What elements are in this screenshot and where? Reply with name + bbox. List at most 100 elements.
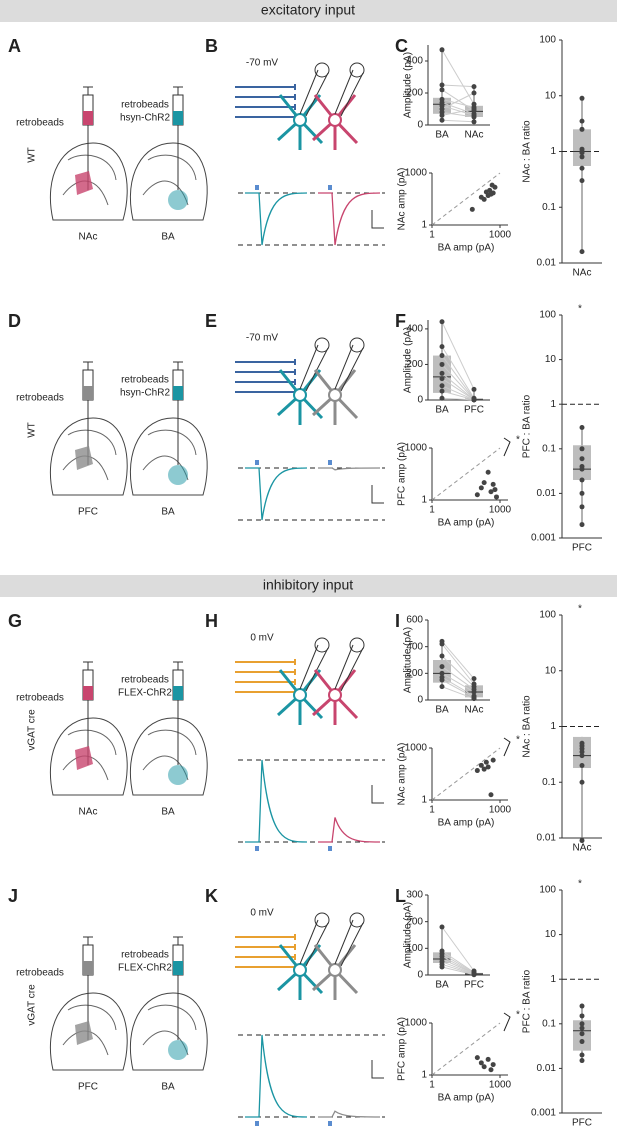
point xyxy=(481,1064,487,1070)
category-label: PFC xyxy=(464,405,484,416)
injection-site xyxy=(168,765,188,785)
pair-line xyxy=(441,679,475,698)
y-axis-label: PFC amp (pA) xyxy=(397,1017,408,1081)
trace xyxy=(245,759,308,843)
injection-label: retrobeads xyxy=(16,393,64,404)
point xyxy=(492,184,498,190)
stimulus xyxy=(255,1121,259,1126)
panel-letter: F xyxy=(395,311,406,331)
y-tick-label: 0.001 xyxy=(531,533,556,544)
point xyxy=(488,1067,494,1073)
injection-site xyxy=(75,171,93,195)
stimulus xyxy=(328,460,332,465)
point xyxy=(485,469,491,475)
y-tick-label: 10 xyxy=(545,929,557,940)
point xyxy=(579,126,585,132)
point xyxy=(579,1013,585,1019)
point xyxy=(490,1062,496,1068)
point xyxy=(493,494,499,500)
soma xyxy=(328,963,342,977)
pipette-tip xyxy=(314,337,330,353)
category-label: NAc xyxy=(465,705,484,716)
stimulus xyxy=(255,185,259,190)
panel-letter: B xyxy=(205,36,218,56)
stimulus xyxy=(328,846,332,851)
trace xyxy=(245,1034,308,1118)
point xyxy=(474,768,480,774)
pipette-tip xyxy=(314,637,330,653)
y-axis-label: Amplitude (pA) xyxy=(403,52,414,118)
y-tick-label: 1 xyxy=(421,1070,427,1081)
pipette xyxy=(299,644,329,692)
point xyxy=(579,490,585,496)
barrel-fill xyxy=(173,386,183,400)
point xyxy=(579,762,585,768)
injection-site xyxy=(75,746,93,770)
point xyxy=(474,492,480,498)
region-label: BA xyxy=(161,232,175,243)
y-axis-label: NAc : BA ratio xyxy=(522,695,533,758)
barrel-fill xyxy=(83,111,93,125)
injection-label: hsyn-ChR2 xyxy=(120,113,170,124)
category-label: PFC xyxy=(464,980,484,991)
y-tick-label: 0 xyxy=(417,120,423,131)
point xyxy=(490,757,496,763)
pair-line xyxy=(441,119,475,123)
point xyxy=(579,150,585,156)
y-axis-label: NAc amp (pA) xyxy=(397,743,408,806)
unity-line xyxy=(431,447,501,501)
category-label: BA xyxy=(435,130,449,141)
category-label: NAc xyxy=(465,130,484,141)
panel-letter: J xyxy=(8,886,18,906)
point xyxy=(579,446,585,452)
y-tick-label: 1 xyxy=(550,974,556,985)
point xyxy=(471,84,477,90)
y-tick-label: 600 xyxy=(406,615,423,626)
x-tick-label: 1000 xyxy=(489,230,512,241)
point xyxy=(579,1052,585,1058)
point xyxy=(579,425,585,431)
point xyxy=(487,187,493,193)
pair-line xyxy=(441,950,475,973)
pair-line xyxy=(441,966,475,976)
point xyxy=(579,779,585,785)
point xyxy=(439,964,445,970)
soma xyxy=(328,688,342,702)
pair-line xyxy=(441,641,475,679)
y-tick-label: 100 xyxy=(539,310,556,321)
point xyxy=(471,676,477,682)
y-tick-label: 200 xyxy=(406,359,423,370)
panel-letter: E xyxy=(205,311,217,331)
panel-letter: L xyxy=(395,886,406,906)
region-label: NAc xyxy=(79,807,98,818)
point xyxy=(439,353,445,359)
point xyxy=(579,1039,585,1045)
point xyxy=(579,466,585,472)
y-tick-label: 1 xyxy=(550,721,556,732)
category-label: NAc xyxy=(573,268,592,279)
injection-label: retrobeads xyxy=(16,118,64,129)
y-axis-label: Amplitude (pA) xyxy=(403,627,414,693)
barrel-fill xyxy=(83,386,93,400)
point xyxy=(485,764,491,770)
y-tick-label: 10 xyxy=(545,90,557,101)
pipette xyxy=(299,344,329,392)
y-axis-label: Amplitude (pA) xyxy=(403,327,414,393)
bracket xyxy=(503,1012,511,1032)
panel-letter: C xyxy=(395,36,408,56)
pair-line xyxy=(441,676,475,697)
x-axis-label: BA amp (pA) xyxy=(438,243,495,254)
pipette xyxy=(334,644,364,692)
scale-bar xyxy=(371,785,384,804)
category-label: NAc xyxy=(573,843,592,854)
injection-label: FLEX-ChR2 xyxy=(118,688,172,699)
y-axis-label: Amplitude (pA) xyxy=(403,902,414,968)
point xyxy=(439,383,445,389)
point xyxy=(439,47,445,53)
trace xyxy=(318,1110,381,1118)
scale-bar xyxy=(371,485,384,504)
barrel-fill xyxy=(173,111,183,125)
point xyxy=(579,118,585,124)
genotype: vGAT cre xyxy=(27,984,38,1026)
